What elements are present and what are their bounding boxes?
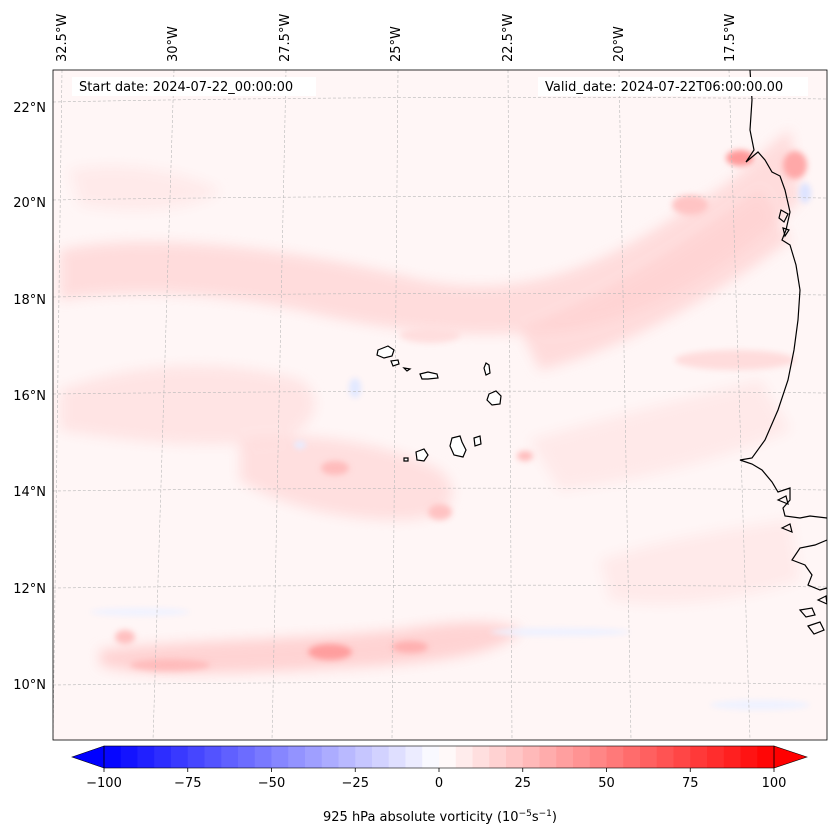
colorbar-segment (439, 746, 457, 768)
colorbar-segment (288, 746, 306, 768)
colorbar-tick-label: 50 (598, 776, 615, 791)
start-date-box (72, 77, 316, 96)
lat-label-18n: 18°N (13, 293, 46, 308)
colorbar-segment (238, 746, 256, 768)
colorbar-segment (723, 746, 742, 768)
colorbar-segment (422, 746, 440, 768)
coastal-detail (778, 209, 790, 238)
colorbar-segments (104, 746, 775, 768)
longitude-labels: 32.5°W 30°W 27.5°W 25°W 22.5°W 20°W 17.5… (55, 14, 738, 62)
colorbar-segment (589, 746, 608, 768)
colorbar-segment (539, 746, 557, 768)
colorbar-segment (120, 746, 139, 768)
lon-label-17-5w: 17.5°W (723, 14, 738, 62)
lon-label-22-5w: 22.5°W (501, 14, 516, 62)
lon-label-30w: 30°W (166, 26, 181, 62)
colorbar-tick-label: −50 (258, 776, 285, 791)
colorbar-low-extend (71, 745, 105, 769)
colorbar-segment (707, 746, 725, 768)
lat-label-16n: 16°N (13, 389, 46, 404)
colorbar-segment (137, 746, 155, 768)
graticule (53, 70, 827, 740)
colorbar-segment (254, 746, 273, 768)
vorticity-field (60, 130, 800, 674)
lon-label-27-5w: 27.5°W (278, 14, 293, 62)
colorbar-tick-label: −25 (342, 776, 369, 791)
colorbar-segment (656, 746, 675, 768)
latitude-labels: 22°N 20°N 18°N 16°N 14°N 12°N 10°N (13, 101, 46, 693)
colorbar-high-extend (773, 745, 808, 769)
colorbar-segment (522, 746, 541, 768)
colorbar-label: 925 hPa absolute vorticity (10−5s−1) (323, 809, 557, 825)
lat-label-14n: 14°N (13, 485, 46, 500)
colorbar-ticks: −100 −75 −50 −25 0 25 50 75 100 (86, 768, 786, 791)
colorbar-segment (405, 746, 423, 768)
lon-label-32-5w: 32.5°W (55, 14, 70, 62)
colorbar-segment (640, 746, 658, 768)
cape-verde-islands (376, 345, 502, 462)
colorbar-segment (187, 746, 206, 768)
colorbar-tick-label: 100 (762, 776, 787, 791)
colorbar-segment (204, 746, 222, 768)
lon-label-20w: 20°W (612, 26, 627, 62)
colorbar-tick-label: −100 (86, 776, 122, 791)
colorbar-tick-label: 0 (435, 776, 443, 791)
colorbar-segment (305, 746, 323, 768)
colorbar-segment (372, 746, 390, 768)
lat-label-10n: 10°N (13, 678, 46, 693)
map-frame (52, 69, 828, 741)
colorbar-segment (221, 746, 239, 768)
lat-label-12n: 12°N (13, 582, 46, 597)
valid-date-box (538, 77, 808, 96)
colorbar-segment (338, 746, 356, 768)
vorticity-field-details (90, 150, 811, 710)
colorbar-segment (573, 746, 591, 768)
colorbar-tick-label: 75 (682, 776, 699, 791)
lat-label-20n: 20°N (13, 196, 46, 211)
colorbar-segment (104, 746, 122, 768)
colorbar-segment (455, 746, 474, 768)
colorbar-segment (740, 746, 758, 768)
colorbar-segment (271, 746, 289, 768)
colorbar-tick-label: 25 (514, 776, 531, 791)
colorbar-segment (606, 746, 624, 768)
colorbar-segment (171, 746, 189, 768)
coastal-islands (776, 495, 827, 635)
colorbar-segment (355, 746, 373, 768)
colorbar-segment (472, 746, 490, 768)
colorbar-segment (556, 746, 574, 768)
colorbar-segment (673, 746, 691, 768)
valid-date-label: Valid_date: 2024-07-22T06:00:00.00 (545, 80, 783, 95)
colorbar-segment (321, 746, 340, 768)
lat-label-22n: 22°N (13, 101, 46, 116)
colorbar-segment (690, 746, 708, 768)
colorbar-tick-label: −75 (174, 776, 201, 791)
map-panel (53, 70, 827, 740)
africa-coastline (739, 70, 827, 519)
colorbar-segment (757, 746, 775, 768)
colorbar: −100 −75 −50 −25 0 25 50 75 100 925 hPa absolute… (71, 745, 808, 825)
colorbar-segment (623, 746, 641, 768)
colorbar-segment (388, 746, 407, 768)
colorbar-segment (154, 746, 172, 768)
colorbar-segment (489, 746, 507, 768)
colorbar-segment (506, 746, 524, 768)
lon-label-25w: 25°W (389, 26, 404, 62)
start-date-label: Start date: 2024-07-22_00:00:00 (79, 80, 293, 95)
africa-coastline-south (791, 539, 827, 591)
